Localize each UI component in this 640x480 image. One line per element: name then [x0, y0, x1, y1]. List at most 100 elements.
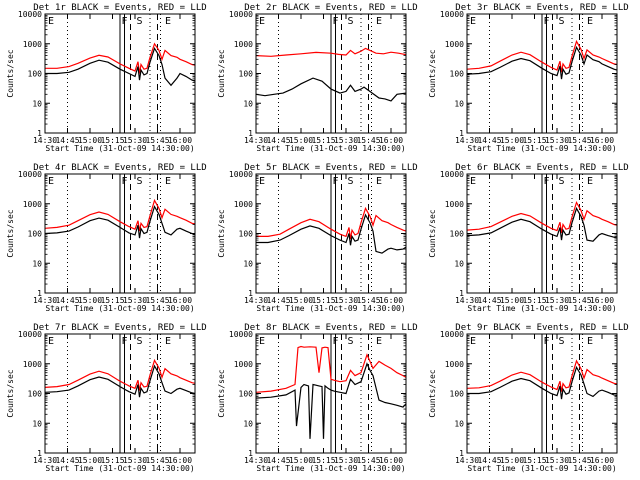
lld-series-line	[256, 206, 407, 240]
panel-title: Det 5r BLACK = Events, RED = LLD	[244, 163, 417, 173]
marker-label: F	[544, 336, 550, 347]
lld-series-line	[44, 358, 196, 391]
marker-label: E	[48, 16, 54, 27]
y-tick-label: 10	[454, 99, 464, 108]
marker-label: E	[470, 16, 476, 27]
x-tick-label: 15:00	[78, 456, 102, 465]
marker-label: E	[165, 16, 171, 27]
y-tick-label: 10000	[440, 170, 464, 179]
lld-series-line	[466, 39, 618, 73]
y-tick-label: 10	[243, 259, 253, 268]
x-tick-label: 15:00	[500, 456, 524, 465]
y-axis-label: Counts/sec	[428, 369, 437, 417]
panel-6: Det 6r BLACK = Events, RED = LLD E F S E 1 10 1…	[428, 163, 629, 313]
y-tick-label: 1	[248, 289, 253, 298]
events-series-line	[466, 206, 618, 242]
x-tick-label: 16:00	[590, 136, 614, 145]
events-series-line	[256, 213, 407, 254]
panel-title: Det 8r BLACK = Events, RED = LLD	[244, 323, 417, 333]
y-tick-label: 10000	[18, 330, 42, 339]
x-tick-label: 15:45	[145, 296, 169, 305]
panel-3: Det 3r BLACK = Events, RED = LLD E F S E 1 10 1…	[428, 3, 629, 153]
x-tick-label: 15:00	[500, 296, 524, 305]
marker-label: F	[122, 176, 128, 187]
x-tick-label: 14:30	[33, 456, 57, 465]
panel-9: Det 9r BLACK = Events, RED = LLD E F S E 1 10 1…	[428, 323, 629, 473]
x-axis-label: Start Time (31-Oct-09 14:30:00)	[256, 464, 405, 473]
x-tick-label: 15:30	[545, 296, 569, 305]
x-tick-label: 15:45	[145, 456, 169, 465]
panel-title: Det 2r BLACK = Events, RED = LLD	[244, 3, 417, 13]
x-axis-label: Start Time (31-Oct-09 14:30:00)	[467, 464, 616, 473]
events-series-line	[466, 45, 618, 80]
y-tick-label: 1000	[445, 360, 464, 369]
x-tick-label: 15:00	[500, 136, 524, 145]
x-tick-label: 16:00	[168, 136, 192, 145]
y-tick-label: 1000	[234, 360, 253, 369]
marker-label: E	[165, 176, 171, 187]
y-tick-label: 10000	[229, 330, 253, 339]
x-tick-label: 16:00	[590, 296, 614, 305]
y-tick-label: 1	[248, 449, 253, 458]
marker-label: E	[259, 16, 265, 27]
y-tick-label: 1	[459, 129, 464, 138]
y-tick-label: 10000	[440, 10, 464, 19]
y-tick-label: 100	[450, 230, 465, 239]
x-tick-label: 15:00	[78, 136, 102, 145]
y-tick-label: 1000	[23, 40, 42, 49]
y-axis-label: Counts/sec	[217, 49, 226, 97]
y-tick-label: 10	[243, 419, 253, 428]
x-axis-label: Start Time (31-Oct-09 14:30:00)	[256, 144, 405, 153]
x-tick-label: 14:30	[244, 136, 268, 145]
y-tick-label: 10000	[229, 170, 253, 179]
y-tick-label: 100	[239, 390, 254, 399]
lld-series-line	[255, 47, 407, 57]
x-tick-label: 16:00	[379, 136, 403, 145]
y-tick-label: 1000	[445, 40, 464, 49]
x-tick-label: 14:45	[266, 296, 290, 305]
x-tick-label: 15:15	[100, 456, 124, 465]
x-tick-label: 15:45	[145, 136, 169, 145]
x-axis-label: Start Time (31-Oct-09 14:30:00)	[45, 144, 194, 153]
y-tick-label: 100	[28, 390, 43, 399]
y-tick-label: 100	[450, 70, 465, 79]
x-tick-label: 15:00	[289, 136, 313, 145]
marker-label: E	[165, 336, 171, 347]
x-tick-label: 15:30	[123, 296, 147, 305]
panel-1: Det 1r BLACK = Events, RED = LLD E F S E 1 10 1…	[6, 3, 207, 153]
x-tick-label: 15:30	[334, 136, 358, 145]
marker-label: E	[48, 336, 54, 347]
lld-series-line	[255, 345, 407, 393]
x-axis-label: Start Time (31-Oct-09 14:30:00)	[467, 304, 616, 313]
x-tick-label: 16:00	[379, 456, 403, 465]
x-tick-label: 15:30	[334, 296, 358, 305]
y-tick-label: 10000	[229, 10, 253, 19]
marker-label: E	[376, 16, 382, 27]
x-tick-label: 16:00	[590, 456, 614, 465]
y-tick-label: 10	[32, 419, 42, 428]
x-tick-label: 14:45	[266, 136, 290, 145]
y-axis-label: Counts/sec	[428, 49, 437, 97]
x-axis-label: Start Time (31-Oct-09 14:30:00)	[45, 464, 194, 473]
marker-label: F	[544, 176, 550, 187]
x-tick-label: 14:45	[55, 456, 79, 465]
events-series-line	[255, 362, 407, 439]
panel-8: Det 8r BLACK = Events, RED = LLD E F S E 1 10 1…	[217, 323, 418, 473]
x-tick-label: 15:15	[522, 136, 546, 145]
y-tick-label: 10	[243, 99, 253, 108]
x-tick-label: 15:30	[123, 136, 147, 145]
marker-label: E	[587, 336, 593, 347]
panel-title: Det 1r BLACK = Events, RED = LLD	[33, 3, 206, 13]
marker-label: E	[587, 176, 593, 187]
x-tick-label: 15:30	[334, 456, 358, 465]
panel-7: Det 7r BLACK = Events, RED = LLD E F S E 1 10 1…	[6, 323, 207, 473]
x-tick-label: 15:45	[567, 456, 591, 465]
panel-title: Det 3r BLACK = Events, RED = LLD	[455, 3, 628, 13]
x-axis-label: Start Time (31-Oct-09 14:30:00)	[467, 144, 616, 153]
y-tick-label: 10	[454, 259, 464, 268]
x-tick-label: 14:30	[244, 296, 268, 305]
y-axis-label: Counts/sec	[217, 369, 226, 417]
x-tick-label: 16:00	[379, 296, 403, 305]
panel-title: Det 6r BLACK = Events, RED = LLD	[455, 163, 628, 173]
